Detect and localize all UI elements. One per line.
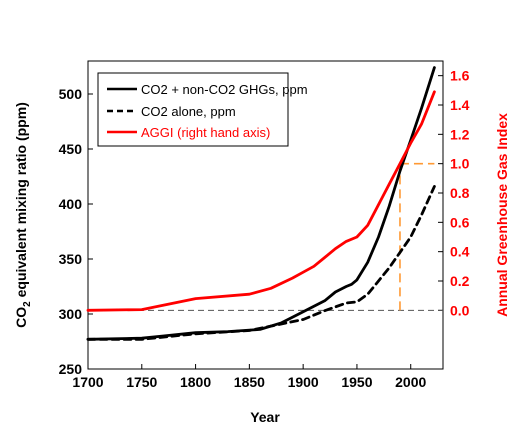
series-line-2 [86, 90, 436, 312]
x-tick-label: 2000 [395, 374, 426, 390]
x-tick-label: 1800 [180, 374, 211, 390]
plot-frame [87, 60, 444, 370]
x-tick-label: 1900 [288, 374, 319, 390]
y-right-tick-label: 1.0 [450, 156, 470, 172]
series-line-1 [86, 184, 436, 341]
x-tick-label: 1700 [72, 374, 103, 390]
y-left-tick-label: 250 [59, 361, 83, 377]
y-right-tick-label: 0.2 [450, 273, 470, 289]
y-left-tick-label: 400 [59, 196, 83, 212]
y-left-tick-label: 350 [59, 251, 83, 267]
y-left-axis-ticks: 250 300 350 400 450 500 [59, 86, 93, 377]
series-line-0 [86, 66, 436, 341]
legend-label-aggi: AGGI (right hand axis) [141, 125, 270, 140]
y-right-tick-label: 1.4 [450, 97, 470, 113]
reference-lines [88, 162, 443, 311]
legend: CO2 + non-CO2 GHGs, ppm CO2 alone, ppm A… [97, 72, 308, 147]
y-right-tick-label: 0.6 [450, 214, 470, 230]
legend-label-co2: CO2 alone, ppm [141, 104, 236, 119]
y-right-tick-label: 0.8 [450, 185, 470, 201]
y-right-tick-label: 0.0 [450, 302, 470, 318]
x-tick-label: 1750 [126, 374, 157, 390]
y-right-tick-label: 1.2 [450, 126, 470, 142]
legend-label-combined: CO2 + non-CO2 GHGs, ppm [141, 82, 308, 97]
y-right-axis-title: Annual Greenhouse Gas Index [494, 113, 510, 317]
y-left-tick-label: 300 [59, 306, 83, 322]
x-axis-ticks: 1700 1750 1800 1850 1900 1950 2000 [72, 364, 427, 390]
x-tick-label: 1950 [341, 374, 372, 390]
x-tick-label: 1850 [234, 374, 265, 390]
y-right-axis-ticks: 0.0 0.2 0.4 0.6 0.8 1.0 1.2 1.4 1.6 [438, 68, 470, 318]
series-group [86, 66, 436, 341]
y-left-tick-label: 500 [59, 86, 83, 102]
legend-box [97, 72, 289, 147]
y-left-axis-title: CO2 equivalent mixing ratio (ppm) [13, 102, 33, 328]
x-axis-title: Year [250, 409, 280, 425]
y-left-tick-label: 450 [59, 141, 83, 157]
y-right-tick-label: 1.6 [450, 68, 470, 84]
y-right-tick-label: 0.4 [450, 244, 470, 260]
